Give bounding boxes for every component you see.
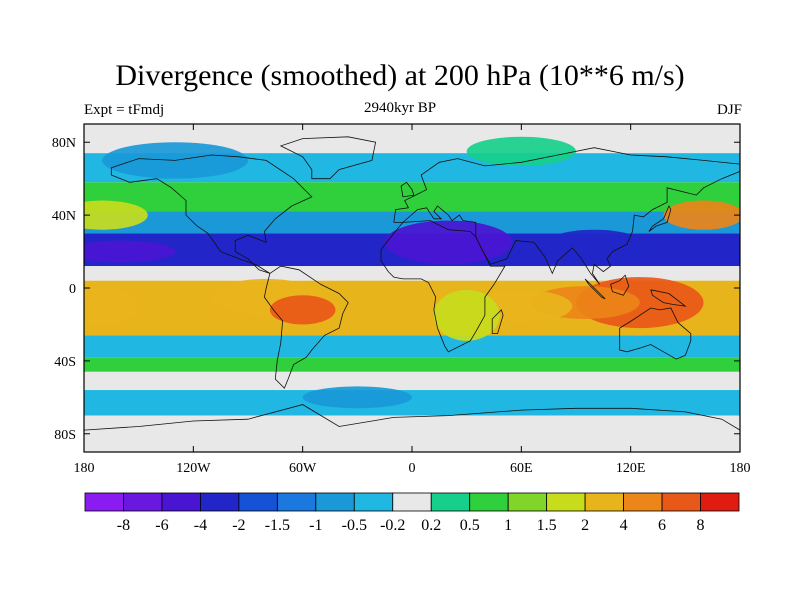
colorbar-swatch — [315, 492, 355, 512]
colorbar-swatch — [584, 492, 624, 512]
coastline — [400, 181, 415, 198]
x-tick-label: 180 — [730, 461, 751, 476]
colorbar-swatch — [161, 492, 201, 512]
field-anomaly — [539, 229, 649, 267]
colorbar-swatch — [661, 492, 701, 512]
chart-title: Divergence (smoothed) at 200 hPa (10**6 … — [115, 59, 685, 92]
x-tick-label: 120E — [616, 461, 646, 476]
coastline — [84, 404, 740, 431]
field-band — [84, 415, 740, 452]
coastline — [380, 220, 506, 353]
field-band — [84, 357, 740, 372]
coastline — [648, 205, 672, 232]
colorbar-label: -1 — [309, 517, 322, 534]
colorbar-swatch — [623, 492, 663, 512]
field-anomaly — [433, 289, 500, 341]
time-label: 2940kyr BP — [363, 100, 437, 116]
field-anomaly — [84, 200, 148, 230]
colorbar-label: 1 — [504, 517, 512, 534]
coastline — [650, 289, 687, 307]
y-tick-label: 0 — [69, 282, 76, 297]
y-tick-label: 40N — [52, 209, 76, 224]
colorbar-label: 4 — [620, 517, 628, 534]
field-anomaly — [302, 386, 413, 409]
colorbar-label: -6 — [155, 517, 168, 534]
colorbar-label: 0.2 — [421, 517, 441, 534]
colorbar-label: 0.5 — [460, 517, 480, 534]
field-anomaly — [84, 288, 139, 325]
colorbar-label: -8 — [117, 517, 130, 534]
experiment-label: Expt = tFmdj — [84, 102, 165, 118]
field-band — [84, 266, 740, 281]
colorbar-label: -4 — [194, 517, 207, 534]
colorbar-label: 8 — [697, 517, 705, 534]
colorbar-swatch — [700, 492, 740, 512]
season-label: DJF — [716, 102, 742, 118]
colorbar-swatch — [238, 492, 278, 512]
colorbar-swatch — [507, 492, 548, 512]
field-layer — [84, 124, 740, 452]
colorbar-swatch — [430, 492, 471, 512]
coastline — [279, 136, 377, 180]
colorbar-label: -0.5 — [342, 517, 367, 534]
colorbar-swatch — [84, 492, 124, 512]
colorbar-swatch — [200, 492, 240, 512]
coastline — [610, 274, 630, 296]
colorbar-label: 2 — [581, 517, 589, 534]
coastline — [263, 265, 349, 389]
coastline — [491, 309, 504, 334]
colorbar-label: 1.5 — [537, 517, 557, 534]
field-anomaly — [384, 220, 513, 265]
field-anomaly — [663, 200, 740, 230]
coastline — [110, 154, 313, 274]
x-tick-label: 180 — [74, 461, 95, 476]
coastline-layer — [84, 136, 740, 431]
y-tick-label: 80S — [54, 428, 76, 443]
field-band — [84, 211, 740, 234]
colorbar-swatch — [546, 492, 586, 512]
colorbar-swatch — [353, 492, 394, 512]
colorbar-label: -0.2 — [380, 517, 405, 534]
colorbar-label: -1.5 — [265, 517, 290, 534]
field-band — [84, 390, 740, 416]
colorbar-swatch — [392, 492, 432, 512]
coastline — [584, 278, 606, 300]
x-tick-label: 0 — [409, 461, 416, 476]
field-anomaly — [466, 136, 576, 166]
colorbar-swatch — [469, 492, 509, 512]
colorbar-label: 6 — [658, 517, 666, 534]
field-anomaly — [269, 295, 336, 325]
x-tick-label: 120W — [176, 461, 211, 476]
x-tick-label: 60E — [510, 461, 533, 476]
field-band — [84, 335, 740, 358]
coastline — [393, 147, 740, 285]
field-anomaly — [84, 240, 176, 263]
axes-layer: 80N 40N 0 40S 80S 180 120W 60W 0 60E 120E 180 — [52, 124, 751, 476]
field-band — [84, 371, 740, 391]
colorbar-swatch — [276, 492, 317, 512]
coastline — [619, 307, 692, 360]
x-tick-label: 60W — [289, 461, 317, 476]
colorbar-swatch — [123, 492, 163, 512]
y-tick-label: 40S — [54, 355, 76, 370]
colorbar: -8 -6 -4 -2 -1.5 -1 -0.5 -0.2 0.2 0.5 1 1.5 2 4 6 8 — [84, 492, 740, 534]
y-tick-label: 80N — [52, 136, 76, 151]
colorbar-label: -2 — [232, 517, 245, 534]
